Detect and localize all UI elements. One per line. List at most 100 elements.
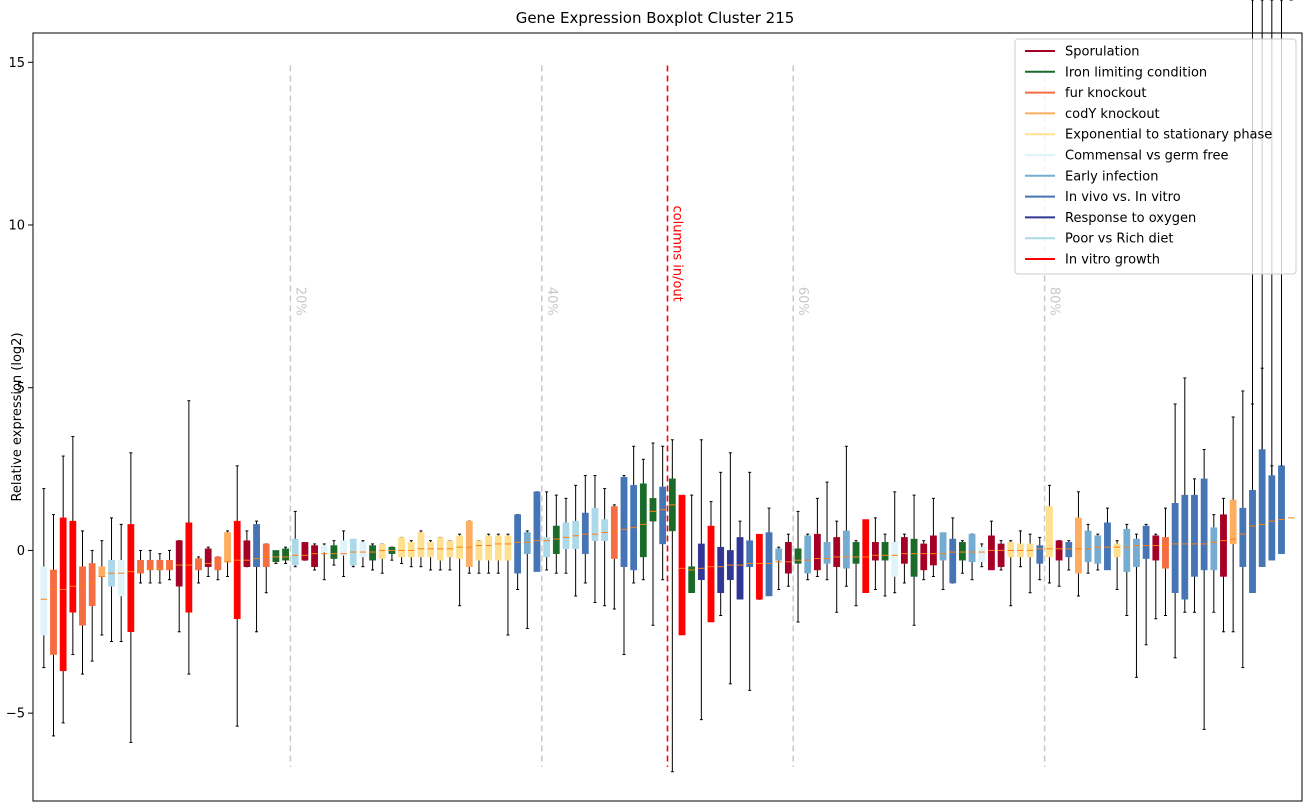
box-body — [1162, 537, 1169, 569]
box-body — [475, 540, 483, 561]
box-body — [40, 566, 48, 636]
box-body — [369, 545, 376, 561]
legend-label: Poor vs Rich diet — [1065, 232, 1173, 247]
box-body — [1046, 506, 1053, 558]
box-body — [591, 507, 599, 541]
box-body — [1171, 502, 1179, 593]
box-body — [688, 566, 696, 593]
box-body — [291, 538, 299, 566]
chart-title: Gene Expression Boxplot Cluster 215 — [516, 9, 795, 27]
box-body — [939, 532, 947, 561]
box-body — [185, 522, 193, 613]
box-body — [1094, 535, 1102, 564]
legend-label: In vitro growth — [1065, 253, 1160, 268]
percent-marker-label: 60% — [795, 287, 810, 316]
box-body — [98, 566, 106, 577]
box-body — [997, 543, 1005, 567]
inout-marker-label: columns in/out — [670, 205, 685, 301]
box-body — [195, 558, 202, 571]
box-body — [1007, 542, 1015, 558]
box-body — [514, 514, 522, 574]
box-body — [1084, 530, 1092, 563]
box-body — [359, 542, 367, 558]
box-body — [301, 542, 309, 561]
box-body — [1191, 494, 1198, 577]
box-body — [784, 542, 792, 574]
marker-layer: 20% 40% 60% 80% — [289, 65, 1062, 767]
box-body — [465, 520, 473, 567]
box-body — [1268, 475, 1276, 561]
box-body — [659, 486, 667, 545]
box-body — [494, 535, 502, 561]
box-body — [262, 543, 270, 567]
box-layer — [40, 0, 1295, 773]
box-body — [330, 545, 338, 559]
box-body — [804, 535, 812, 574]
box-body — [204, 548, 212, 567]
box-body — [117, 559, 125, 597]
box-body — [639, 483, 647, 558]
box-body — [678, 494, 686, 636]
legend-label: Exponential to stationary phase — [1065, 128, 1272, 143]
box-body — [1210, 527, 1218, 571]
percent-marker-label: 20% — [292, 287, 307, 316]
box-body — [214, 556, 222, 571]
box-body — [620, 476, 628, 567]
box-body — [717, 546, 725, 593]
legend: Sporulation Iron limiting condition fur kn… — [1014, 38, 1297, 275]
box-body — [88, 563, 96, 606]
percent-marker-label: 40% — [544, 287, 559, 316]
box-body — [272, 550, 280, 563]
box-body — [1152, 535, 1160, 561]
box-body — [881, 542, 889, 561]
box-body — [311, 545, 318, 567]
box-body — [842, 530, 850, 569]
box-body — [920, 543, 928, 571]
box-body — [823, 542, 831, 564]
box-body — [959, 542, 966, 561]
box-body — [649, 498, 657, 522]
box-body — [127, 524, 135, 633]
box-body — [562, 522, 570, 550]
legend-frame — [1014, 38, 1297, 275]
legend-label: Response to oxygen — [1065, 211, 1196, 226]
box-body — [707, 525, 715, 623]
box-body — [243, 540, 251, 567]
legend-label: Commensal vs germ free — [1065, 149, 1228, 164]
box-body — [137, 559, 144, 574]
axis-layer: −5 0 5 10 15 — [6, 56, 33, 722]
y-tick-label: 5 — [17, 381, 25, 396]
box-body — [340, 540, 347, 556]
box-body — [833, 537, 841, 567]
legend-label: Sporulation — [1065, 45, 1140, 60]
box-body — [1123, 529, 1131, 572]
box-body — [862, 519, 870, 593]
box-body — [407, 542, 415, 558]
box-body — [901, 537, 908, 564]
box-body — [1249, 489, 1256, 593]
box-body — [755, 533, 763, 600]
box-body — [146, 559, 154, 571]
box-body — [1036, 545, 1044, 564]
box-body — [543, 537, 551, 558]
box-body — [581, 512, 589, 554]
box-body — [1113, 543, 1121, 558]
box-body — [949, 538, 957, 584]
y-tick-label: −5 — [6, 707, 25, 722]
box-body — [1278, 465, 1285, 554]
box-body — [398, 537, 405, 558]
box-body — [852, 542, 860, 564]
box-body — [891, 542, 899, 577]
box-body — [813, 533, 821, 571]
y-tick-label: 10 — [8, 219, 25, 234]
box-body — [50, 569, 57, 655]
box-body — [156, 559, 164, 571]
y-axis-label: Relative expression (log2) — [10, 332, 25, 501]
box-body — [978, 546, 986, 563]
box-body — [504, 535, 512, 561]
box-body — [175, 540, 183, 587]
box-body — [765, 532, 773, 597]
legend-label: Early infection — [1065, 169, 1158, 184]
box-body — [746, 540, 754, 567]
